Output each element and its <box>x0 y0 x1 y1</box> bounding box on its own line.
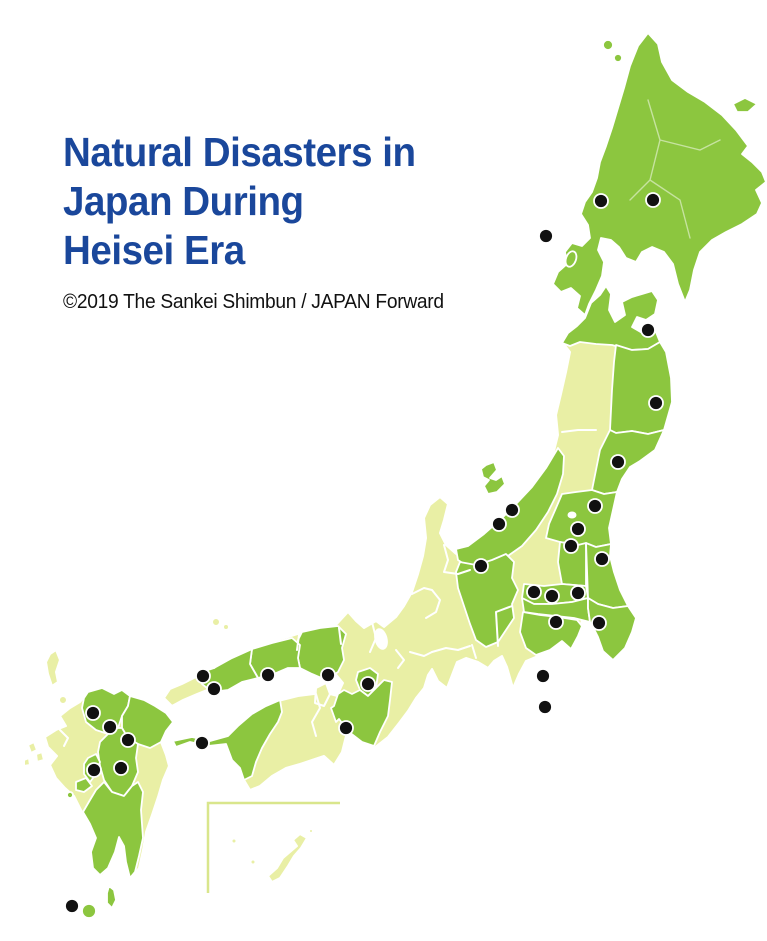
disaster-dot <box>64 898 80 914</box>
tanegashima-shape <box>106 885 117 909</box>
disaster-dot <box>206 681 222 697</box>
okushiri-shape <box>564 250 578 268</box>
title-block: Natural Disasters in Japan During Heisei… <box>63 128 460 314</box>
disaster-dot <box>120 732 136 748</box>
regions-green-layer <box>66 32 767 919</box>
disaster-dot <box>86 762 102 778</box>
rebun-shape <box>613 53 623 63</box>
disaster-dot <box>320 667 336 683</box>
disaster-dot <box>537 699 553 715</box>
disaster-dot <box>491 516 507 532</box>
okinawa-islet-shape <box>249 858 257 866</box>
title-line-2: Japan During <box>63 178 304 224</box>
oki-island-shape <box>211 617 221 627</box>
kagoshima-shape <box>82 781 144 879</box>
disaster-dot <box>594 551 610 567</box>
disaster-dot <box>504 502 520 518</box>
disaster-dot <box>473 558 489 574</box>
chiba-shape <box>587 597 637 661</box>
disaster-dot <box>526 584 542 600</box>
disaster-dot <box>260 667 276 683</box>
aomori-shape <box>561 285 661 351</box>
disaster-dot <box>360 676 376 692</box>
disaster-dot <box>195 668 211 684</box>
copyright-text: ©2019 The Sankei Shimbun / JAPAN Forward <box>63 291 444 313</box>
disaster-dot <box>194 735 210 751</box>
okinawa-inset-frame <box>206 801 340 893</box>
disaster-dot <box>591 615 607 631</box>
iwate-shape <box>609 341 673 435</box>
disaster-dot <box>593 193 609 209</box>
oita-shape <box>121 695 174 749</box>
okinawa-islet-shape <box>308 828 314 834</box>
disaster-dot <box>102 719 118 735</box>
okinawa-islet-shape <box>230 837 238 845</box>
nagano-shape <box>455 553 519 648</box>
lake-biwa <box>374 628 388 650</box>
kunashiri-shape <box>732 97 758 113</box>
disaster-dot <box>648 395 664 411</box>
goto-islands-shape <box>23 741 45 767</box>
page-title: Natural Disasters in Japan During Heisei… <box>63 128 436 275</box>
title-line-3: Heisei Era <box>63 227 245 273</box>
title-line-1: Natural Disasters in <box>63 129 416 175</box>
yakushima-shape <box>81 903 97 919</box>
rishiri-shape <box>602 39 614 51</box>
disaster-dot <box>85 705 101 721</box>
fukuoka-shape <box>81 687 131 735</box>
miyagi-shape <box>591 429 665 495</box>
lakes-layer <box>374 511 577 650</box>
nara-wakayama-shape <box>330 679 393 747</box>
sado-shape <box>480 461 506 495</box>
disaster-dot <box>570 585 586 601</box>
disaster-dot <box>548 614 564 630</box>
hokkaido-inner-borders <box>629 99 721 239</box>
disaster-dots-layer <box>64 192 664 914</box>
lake-inawashiro <box>567 511 577 519</box>
disaster-dot <box>563 538 579 554</box>
ibaraki-shape <box>585 542 629 609</box>
disaster-dot <box>645 192 661 208</box>
prefecture-borders-layer <box>59 429 597 747</box>
disaster-dot <box>640 322 656 338</box>
disaster-dot <box>113 760 129 776</box>
disaster-dot <box>538 228 554 244</box>
disaster-dot <box>570 521 586 537</box>
amakusa-shape <box>75 777 93 793</box>
amakusa-islet-shape <box>66 791 74 799</box>
tsushima-shape <box>45 649 61 687</box>
ehime-shape <box>172 699 283 781</box>
disaster-dot <box>535 668 551 684</box>
disaster-dot <box>610 454 626 470</box>
oki-island-shape <box>222 623 230 631</box>
disaster-dot <box>587 498 603 514</box>
hokkaido-shape <box>552 32 767 316</box>
okinawa-shape <box>267 833 308 883</box>
iki-shape <box>58 695 68 705</box>
disaster-dot <box>544 588 560 604</box>
disaster-dot <box>338 720 354 736</box>
